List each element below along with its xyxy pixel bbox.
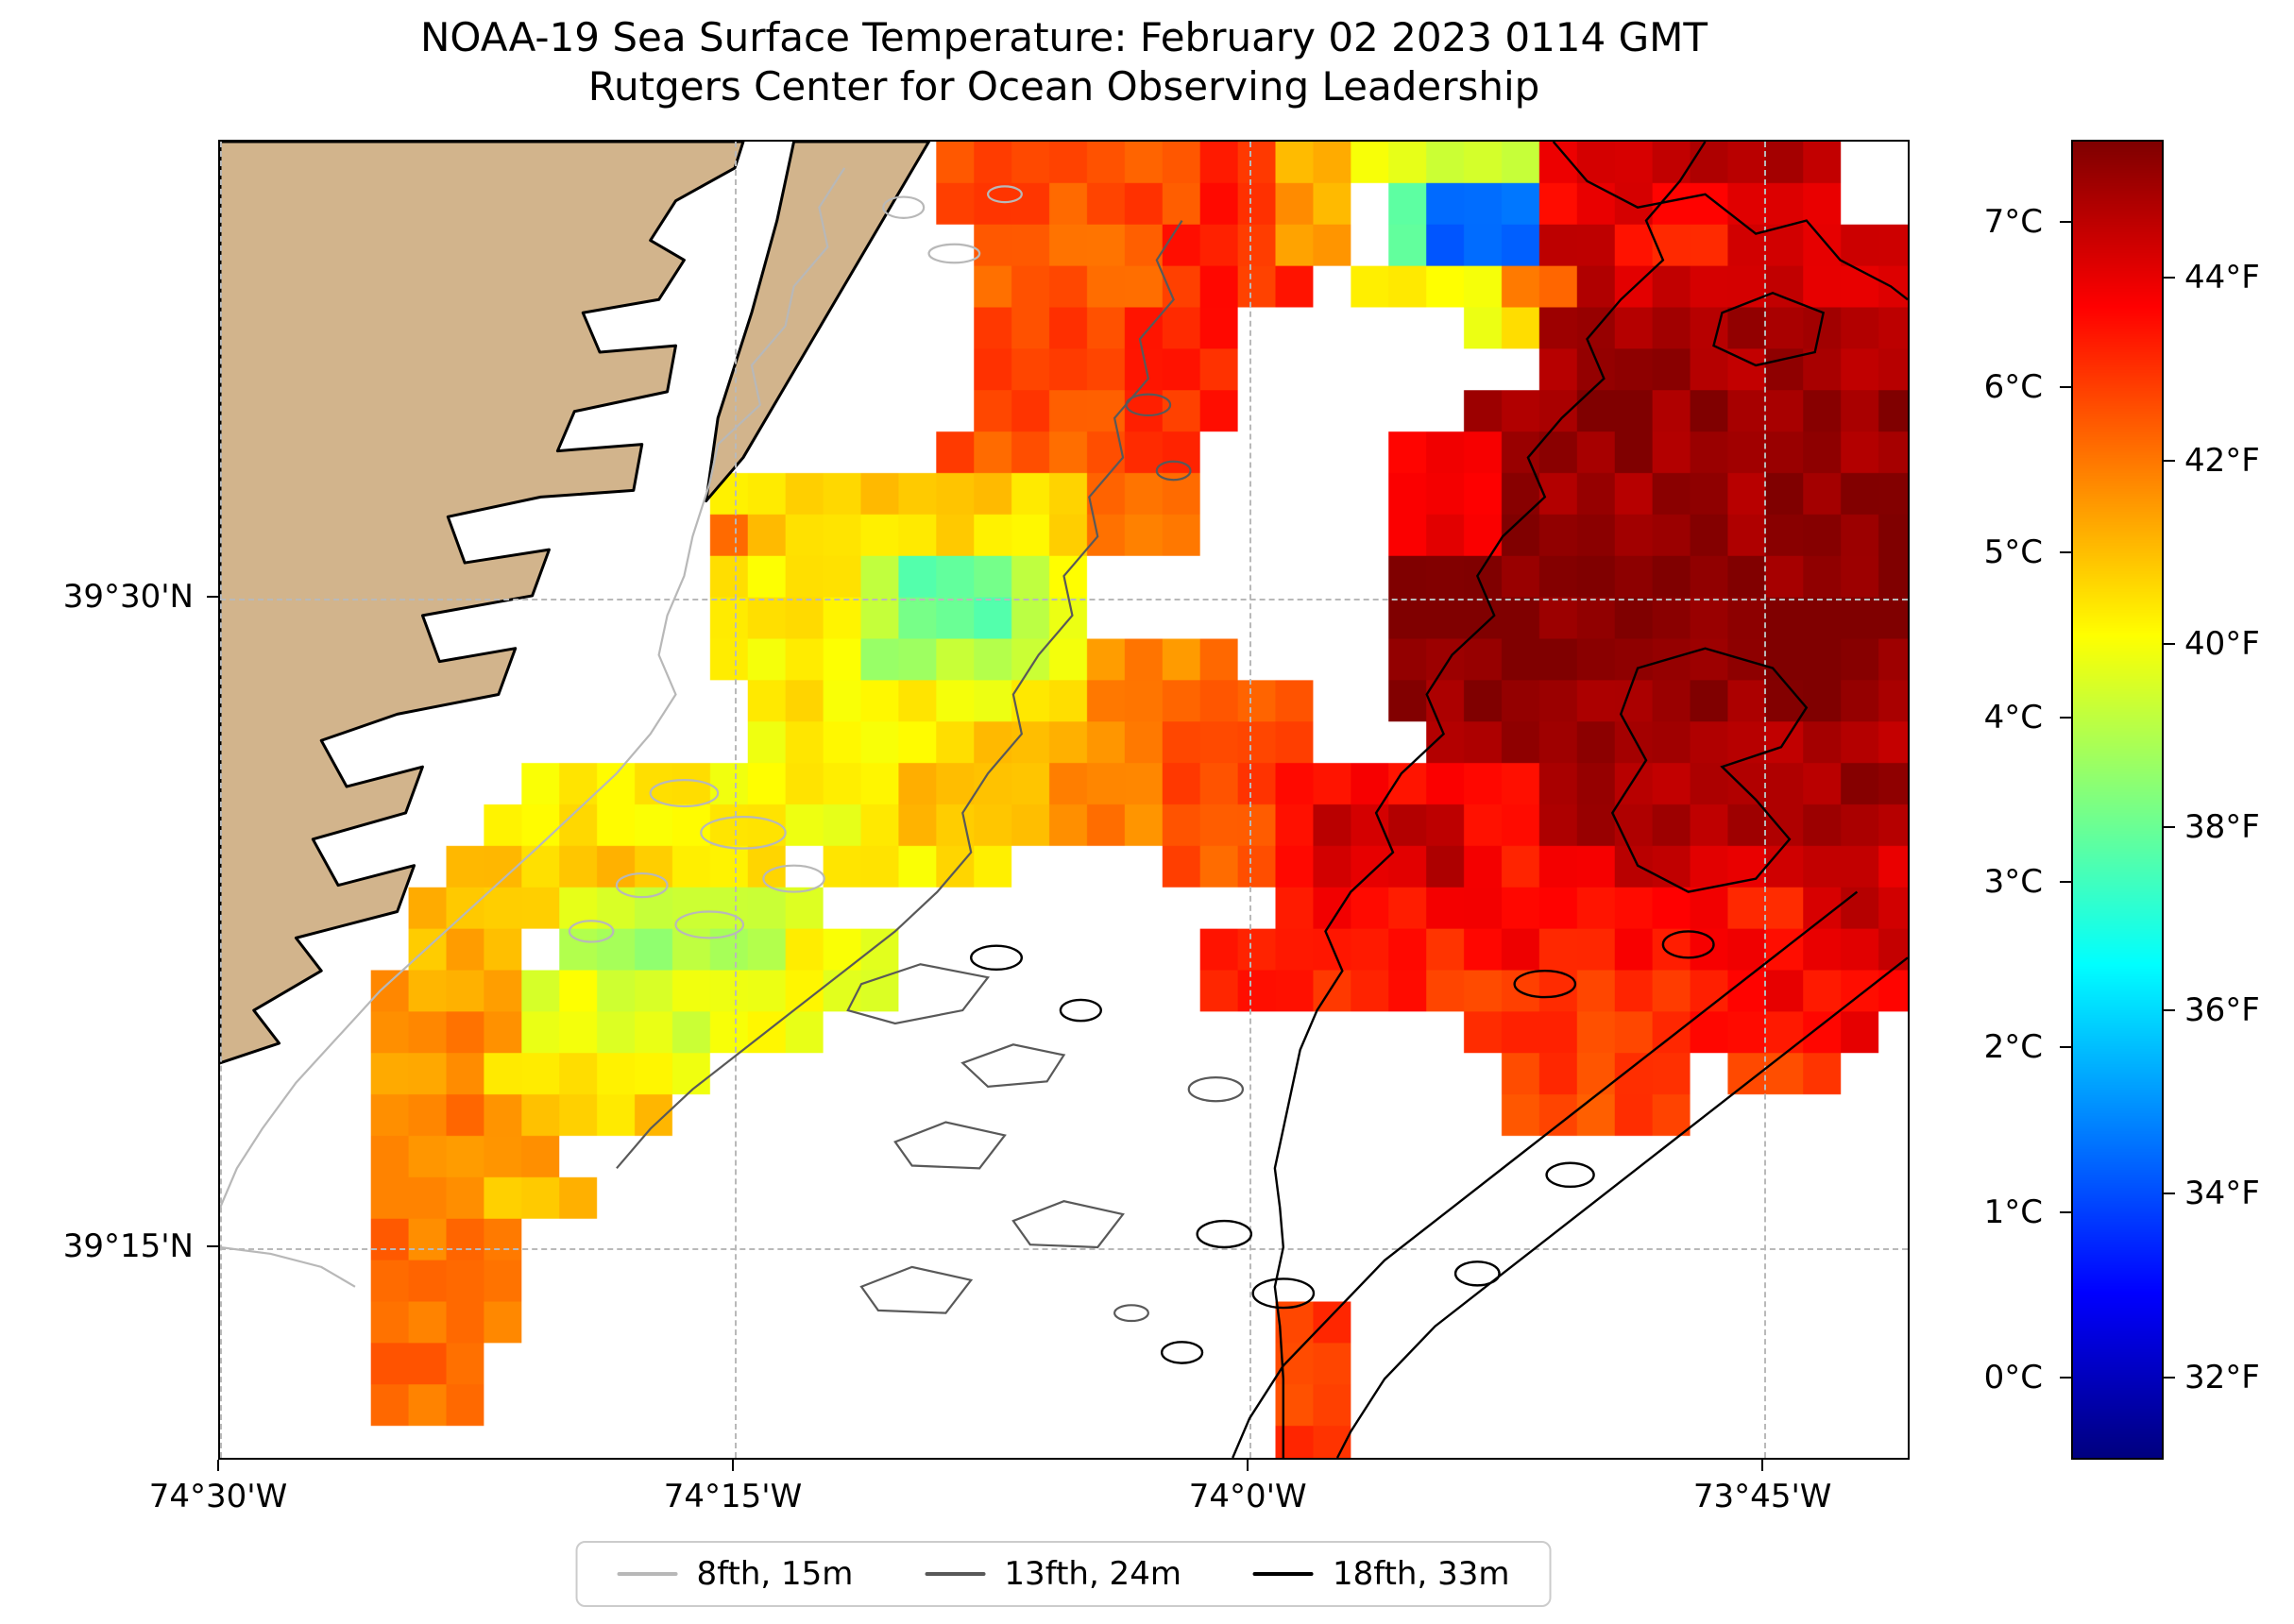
colorbar-f-tick-label: 34°F xyxy=(2184,1175,2260,1213)
chart-title-line1: NOAA-19 Sea Surface Temperature: Februar… xyxy=(419,14,1708,60)
y-tick-mark xyxy=(207,595,218,598)
y-tick-label: 39°15'N xyxy=(62,1226,194,1265)
legend-item-label: 13fth, 24m xyxy=(1004,1555,1181,1593)
colorbar-f-tick-label: 38°F xyxy=(2184,808,2260,847)
x-tick-label: 74°0'W xyxy=(1188,1478,1307,1515)
colorbar-f-tick-mark xyxy=(2164,1376,2175,1379)
x-tick-mark xyxy=(732,1460,734,1471)
colorbar-c-tick-label: 0°C xyxy=(1983,1358,2043,1396)
x-tick-mark xyxy=(1247,1460,1249,1471)
plot-area xyxy=(218,140,1910,1460)
chart-title: NOAA-19 Sea Surface Temperature: Februar… xyxy=(218,13,1910,111)
colorbar-f-tick-mark xyxy=(2164,276,2175,279)
legend-line-sample xyxy=(925,1572,986,1576)
x-tick-mark xyxy=(1761,1460,1764,1471)
colorbar-c-tick-mark xyxy=(2060,550,2071,553)
colorbar-f-tick-label: 32°F xyxy=(2184,1358,2260,1396)
legend-line-sample xyxy=(1252,1572,1314,1576)
contour-18fth xyxy=(971,142,1908,1458)
colorbar-c-tick-mark xyxy=(2060,881,2071,884)
x-tick-label: 74°30'W xyxy=(148,1478,288,1515)
legend-line-sample xyxy=(617,1572,678,1576)
x-tick-label: 73°45'W xyxy=(1692,1478,1832,1515)
legend: 8fth, 15m 13fth, 24m 18fth, 33m xyxy=(575,1541,1552,1607)
legend-item: 18fth, 33m xyxy=(1252,1554,1510,1594)
y-tick-label: 39°30'N xyxy=(62,577,194,616)
chart-title-line2: Rutgers Center for Ocean Observing Leade… xyxy=(587,63,1540,110)
colorbar-gradient xyxy=(2073,142,2162,1458)
land-barrier-spit xyxy=(706,142,929,501)
colorbar-f-tick-label: 44°F xyxy=(2184,258,2260,296)
legend-item: 8fth, 15m xyxy=(617,1554,854,1594)
colorbar xyxy=(2071,140,2164,1460)
y-tick-mark xyxy=(207,1244,218,1247)
colorbar-c-tick-label: 1°C xyxy=(1983,1193,2043,1231)
bathymetry-layer xyxy=(220,142,1908,1458)
contour-8fth xyxy=(220,168,1022,1287)
colorbar-f-tick-mark xyxy=(2164,459,2175,462)
colorbar-f-tick-mark xyxy=(2164,826,2175,829)
colorbar-f-tick-mark xyxy=(2164,642,2175,645)
contour-13fth xyxy=(617,221,1243,1321)
colorbar-c-tick-mark xyxy=(2060,1210,2071,1213)
land-layer xyxy=(220,142,1908,1458)
colorbar-f-tick-label: 36°F xyxy=(2184,991,2260,1030)
x-tick-label: 74°15'W xyxy=(663,1478,803,1515)
colorbar-c-tick-label: 2°C xyxy=(1983,1028,2043,1067)
colorbar-f-tick-label: 42°F xyxy=(2184,441,2260,480)
colorbar-c-tick-mark xyxy=(2060,386,2071,389)
colorbar-c-tick-mark xyxy=(2060,1046,2071,1049)
colorbar-c-tick-label: 6°C xyxy=(1983,368,2043,407)
legend-item-label: 18fth, 33m xyxy=(1332,1555,1510,1593)
land-mainland xyxy=(220,142,743,1063)
legend-item-label: 8fth, 15m xyxy=(696,1555,854,1593)
colorbar-c-tick-label: 5°C xyxy=(1983,533,2043,571)
colorbar-f-tick-mark xyxy=(2164,1009,2175,1012)
colorbar-c-tick-label: 4°C xyxy=(1983,698,2043,736)
colorbar-c-tick-label: 7°C xyxy=(1983,203,2043,242)
colorbar-c-tick-label: 3°C xyxy=(1983,863,2043,902)
colorbar-f-tick-mark xyxy=(2164,1193,2175,1195)
legend-item: 13fth, 24m xyxy=(925,1554,1181,1594)
colorbar-f-tick-label: 40°F xyxy=(2184,624,2260,663)
colorbar-c-tick-mark xyxy=(2060,1376,2071,1379)
colorbar-c-tick-mark xyxy=(2060,221,2071,224)
colorbar-c-tick-mark xyxy=(2060,716,2071,719)
x-tick-mark xyxy=(217,1460,219,1471)
